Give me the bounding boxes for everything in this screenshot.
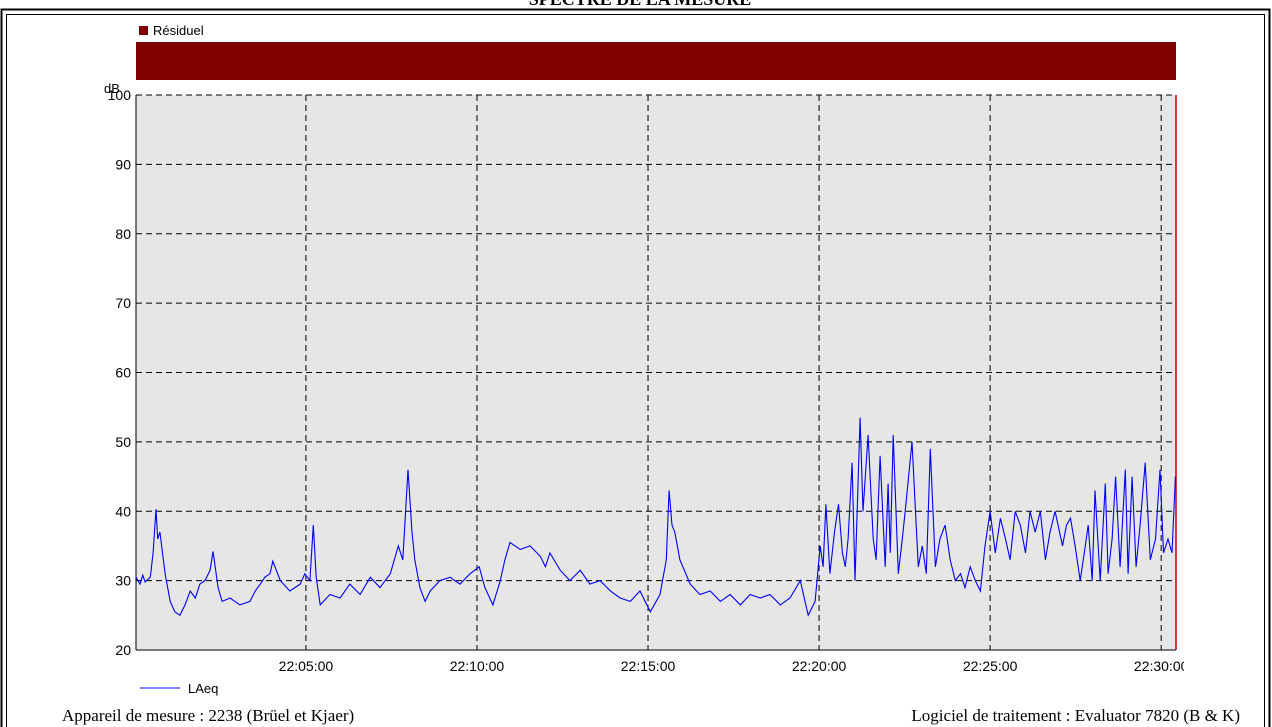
x-tick-labels: 22:05:00 22:10:00 22:15:00 22:20:00 22:25:00… xyxy=(279,658,1189,674)
legend-label: LAeq xyxy=(188,681,218,696)
y-tick-label: 100 xyxy=(108,87,132,103)
y-tick-label: 60 xyxy=(115,365,131,381)
x-tick-label: 22:10:00 xyxy=(450,658,505,674)
x-tick-label: 22:30:00 xyxy=(1134,658,1189,674)
footer-left: Appareil de mesure : 2238 (Brüel et Kjae… xyxy=(62,706,354,725)
frame-inner xyxy=(6,14,1265,727)
y-tick-label: 70 xyxy=(115,295,131,311)
y-axis-label: dB xyxy=(104,81,120,96)
y-tick-label: 80 xyxy=(115,226,131,242)
y-tick-label: 90 xyxy=(115,156,131,172)
legend-label: Résiduel xyxy=(153,23,204,38)
y-tick-label: 20 xyxy=(115,642,131,658)
y-tick-label: 50 xyxy=(115,434,131,450)
y-tick-label: 30 xyxy=(115,573,131,589)
footer-right: Logiciel de traitement : Evaluator 7820 … xyxy=(911,706,1240,725)
x-tick-label: 22:20:00 xyxy=(792,658,847,674)
series-line xyxy=(135,417,1176,617)
legend-swatch xyxy=(139,26,148,35)
frame-outer xyxy=(0,8,1271,727)
x-tick-label: 22:05:00 xyxy=(279,658,334,674)
chart-title: SPECTRE DE LA MESURE xyxy=(529,0,752,9)
x-tick-label: 22:25:00 xyxy=(963,658,1018,674)
x-tick-label: 22:15:00 xyxy=(621,658,676,674)
y-tick-label: 40 xyxy=(115,503,131,519)
residual-band xyxy=(136,42,1176,80)
